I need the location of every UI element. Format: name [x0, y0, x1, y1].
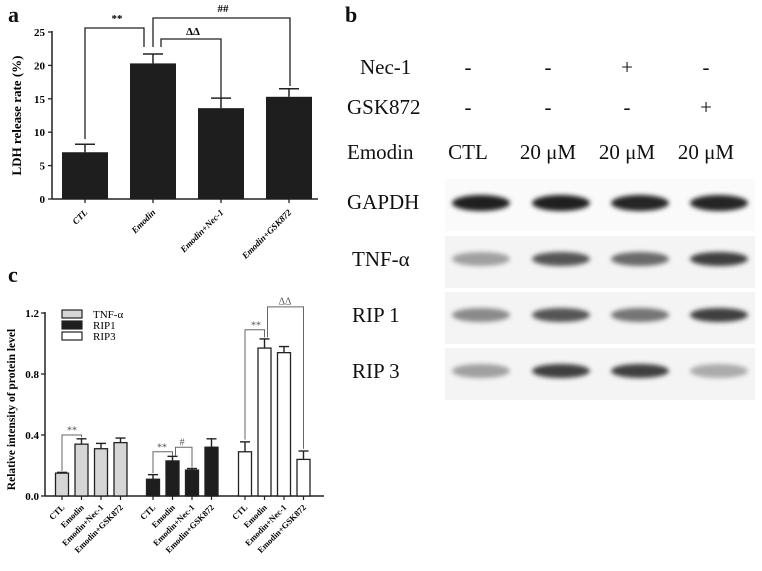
- x-tick-label: Emodin: [129, 207, 158, 236]
- bar: [130, 63, 176, 200]
- legend-label: RIP1: [93, 320, 116, 332]
- x-tick-label: Emodin+GSK872: [239, 207, 294, 260]
- blot-condition-cell: CTL: [448, 140, 488, 164]
- legend-swatch: [61, 331, 83, 341]
- panel-label-c: c: [8, 262, 18, 287]
- significance-bracket: [61, 434, 82, 471]
- protein-band: [611, 364, 669, 378]
- blot-row-label: GSK872: [347, 95, 421, 119]
- protein-band: [532, 308, 590, 322]
- protein-band: [690, 252, 748, 266]
- blot-condition-cell: 20 μM: [677, 140, 735, 164]
- blot-condition-cell: +: [621, 55, 633, 79]
- protein-band: [532, 195, 590, 211]
- y-tick-label: 0.0: [25, 491, 39, 503]
- blot-condition-cell: +: [700, 95, 712, 119]
- y-tick-label: 15: [34, 94, 46, 106]
- blot-row-label: Nec-1: [360, 55, 412, 79]
- legend-label: TNF-α: [93, 309, 123, 321]
- bar: [204, 446, 219, 497]
- significance-bracket: [175, 446, 193, 468]
- blot-condition-cell: -: [623, 95, 631, 119]
- bar: [276, 352, 292, 497]
- panel-label-a: a: [8, 2, 19, 27]
- bar: [296, 458, 311, 497]
- protein-label: TNF-α: [352, 247, 410, 271]
- protein-band: [690, 364, 748, 378]
- protein-label: RIP 3: [352, 359, 400, 383]
- y-tick-label: 0: [40, 194, 46, 206]
- significance-label: ΔΔ: [186, 26, 200, 38]
- y-tick-label: 0.8: [25, 369, 39, 381]
- blot-condition-cell: -: [464, 55, 472, 79]
- blot-condition-cell: -: [544, 95, 552, 119]
- bar: [54, 472, 70, 497]
- y-tick-label: 1.2: [25, 308, 39, 320]
- protein-band: [532, 252, 590, 266]
- blot-condition-cell: -: [702, 55, 710, 79]
- blot-condition-cell: 20 μM: [519, 140, 577, 164]
- significance-label: #: [180, 438, 185, 449]
- bar: [266, 96, 312, 199]
- bar: [74, 443, 89, 497]
- protein-band: [690, 308, 748, 322]
- y-tick-label: 10: [34, 127, 46, 139]
- significance-label: ##: [218, 3, 230, 15]
- significance-label: **: [251, 320, 261, 331]
- bar: [198, 108, 244, 199]
- bar: [145, 478, 161, 497]
- protein-label: GAPDH: [347, 190, 420, 214]
- significance-bracket: [267, 306, 304, 449]
- protein-band: [611, 252, 669, 266]
- protein-label: RIP 1: [352, 303, 400, 327]
- protein-band: [452, 195, 510, 211]
- blot-condition-cell: 20 μM: [598, 140, 656, 164]
- bar: [184, 469, 200, 497]
- y-tick-label: 0.4: [25, 430, 39, 442]
- y-axis-label: LDH release rate (%): [9, 56, 24, 176]
- legend-swatch: [61, 309, 83, 319]
- y-tick-label: 20: [34, 60, 46, 72]
- significance-bracket: [152, 451, 173, 474]
- significance-label: **: [112, 13, 124, 25]
- blot-condition-cell: -: [544, 55, 552, 79]
- protein-band: [611, 195, 669, 211]
- protein-band: [690, 195, 748, 211]
- legend-swatch: [61, 320, 83, 330]
- significance-bracket: [160, 38, 222, 98]
- protein-band: [611, 308, 669, 322]
- significance-bracket: [152, 17, 291, 86]
- y-tick-label: 5: [40, 161, 46, 173]
- protein-band: [532, 364, 590, 378]
- significance-label: **: [67, 425, 77, 436]
- protein-level-bar-chart: 0.0 0.4 0.8 1.2 Relative intensity of protei…: [6, 297, 324, 555]
- panel-label-b: b: [345, 2, 358, 27]
- x-tick-label: CTL: [70, 207, 89, 226]
- bar: [93, 448, 109, 497]
- blot-row-label: Emodin: [347, 140, 414, 164]
- legend-label: RIP3: [93, 331, 116, 343]
- significance-bracket: [244, 329, 265, 440]
- significance-label: **: [157, 442, 167, 453]
- significance-label: ΔΔ: [279, 297, 292, 308]
- y-axis-label: Relative intensity of protein level: [6, 329, 18, 490]
- y-tick-label: 25: [34, 27, 46, 39]
- significance-bracket: [84, 27, 145, 139]
- bar: [237, 451, 253, 497]
- bar: [165, 460, 180, 497]
- bar: [257, 347, 272, 497]
- ldh-release-bar-chart: 0 5 10 15 20 25 LDH release rate (%) CTL Emodin E…: [9, 3, 318, 260]
- x-tick-label: Emodin+Nec-1: [178, 207, 226, 255]
- bar: [62, 152, 108, 199]
- blot-condition-cell: -: [464, 95, 472, 119]
- bar: [113, 441, 128, 497]
- protein-band: [452, 308, 510, 322]
- protein-band: [452, 364, 510, 378]
- protein-band: [452, 252, 510, 266]
